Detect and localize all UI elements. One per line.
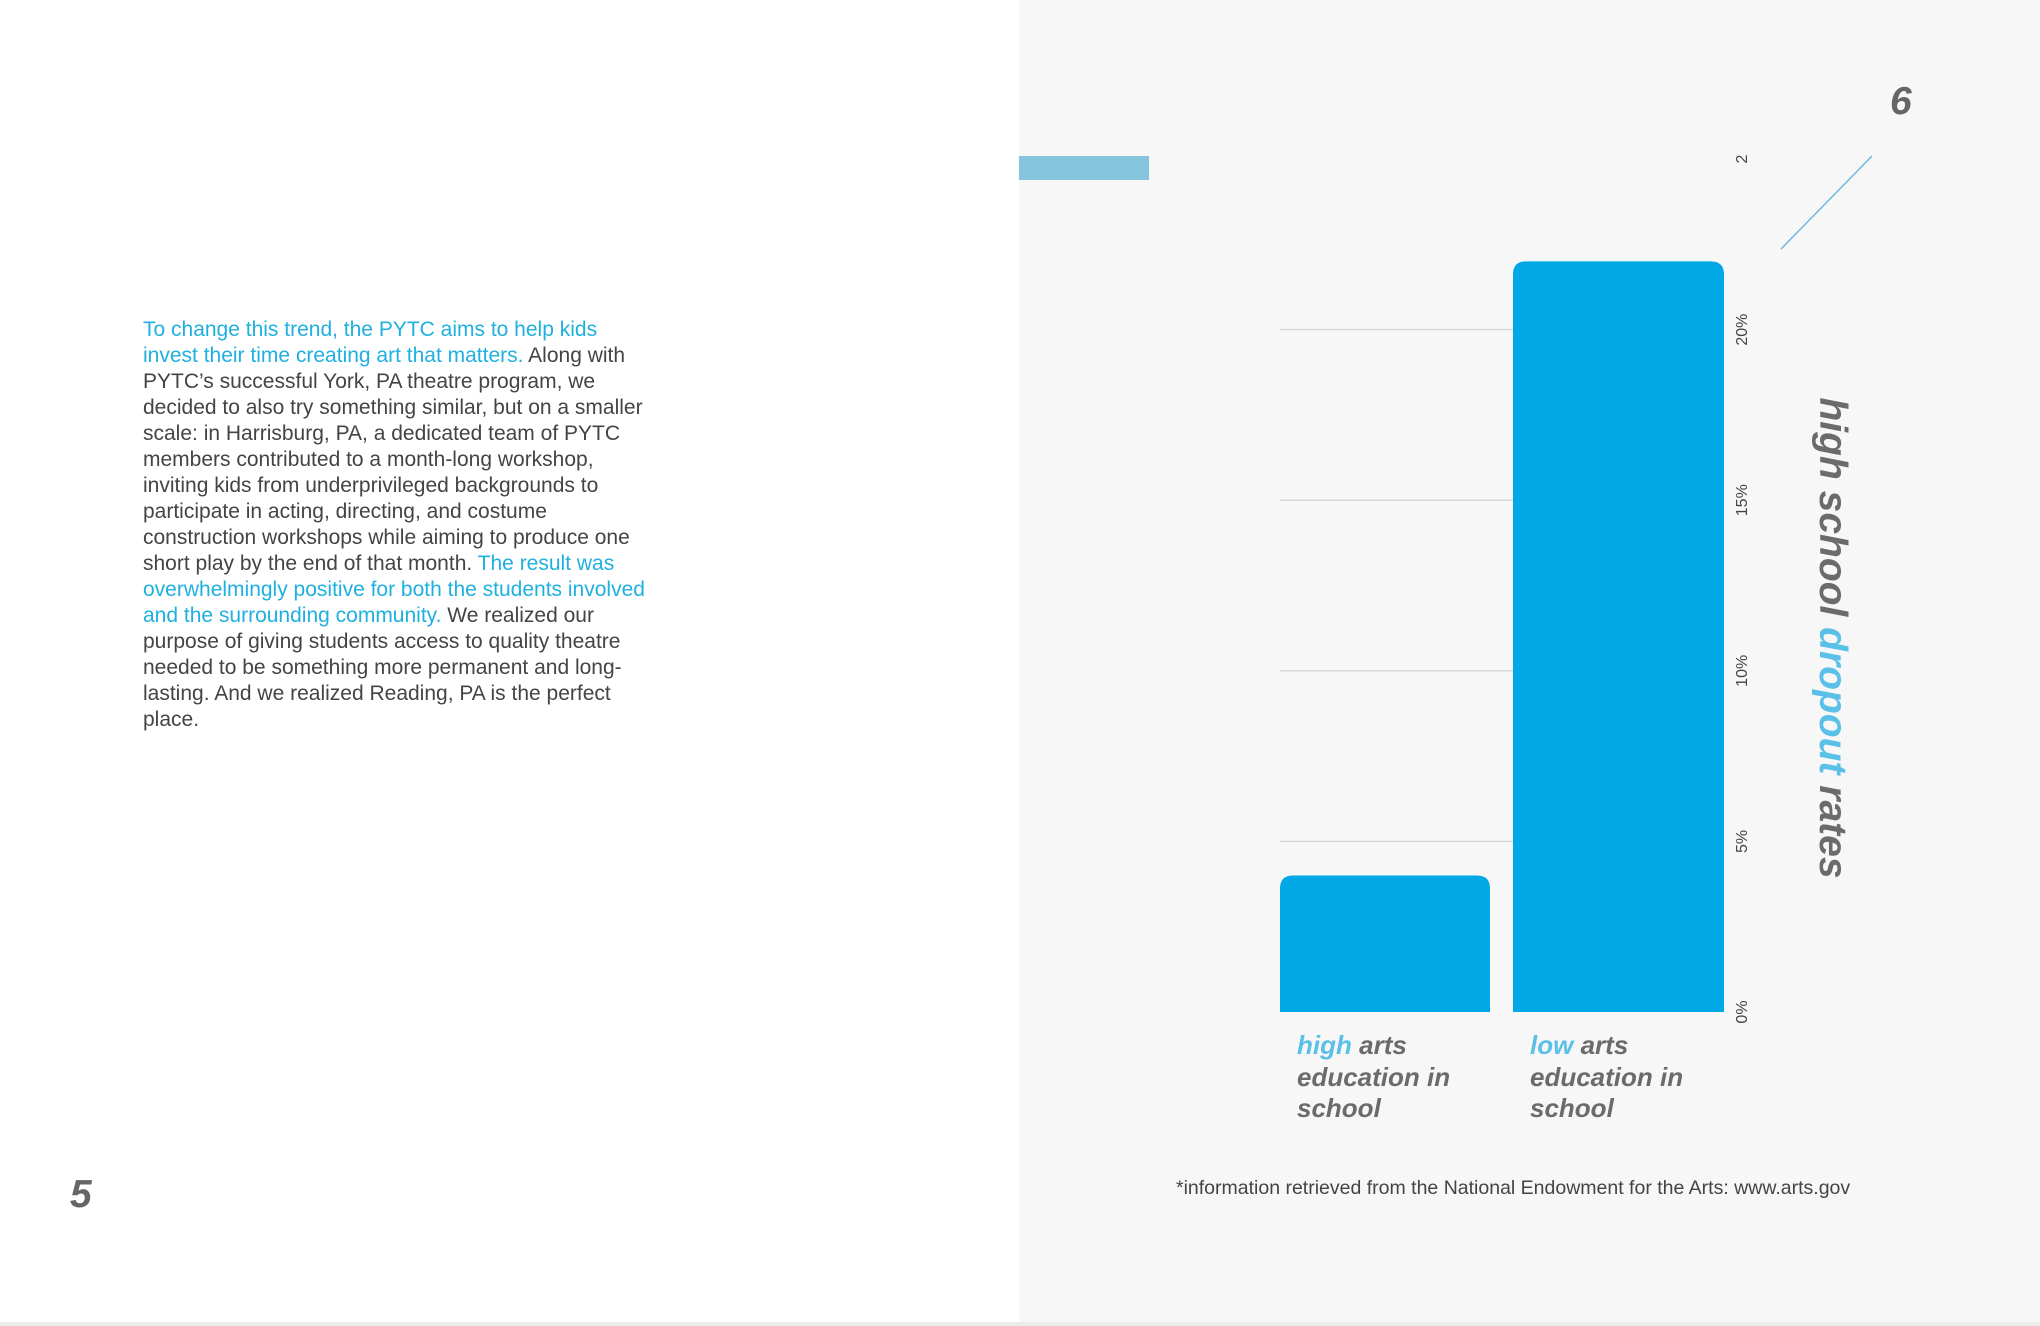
body-paragraph: To change this trend, the PYTC aims to h… bbox=[143, 317, 653, 733]
y-tick-label: 0% bbox=[1734, 1000, 1751, 1023]
y-tick-label: 10% bbox=[1734, 655, 1751, 687]
text-run: The result was overwhelmingly positive f… bbox=[143, 552, 645, 627]
decor-bar bbox=[1019, 156, 1149, 180]
decor-line bbox=[1780, 155, 1873, 250]
page-number: 6 bbox=[1890, 80, 1912, 123]
x-tick-label: high arts education in school bbox=[1297, 1030, 1497, 1125]
y-tick-label: 2 bbox=[1734, 154, 1751, 163]
bar bbox=[1513, 261, 1724, 1012]
label-highlight: high bbox=[1297, 1030, 1352, 1060]
title-text: rates bbox=[1811, 785, 1854, 878]
label-text: arts education in school bbox=[1297, 1030, 1451, 1123]
page-number: 5 bbox=[70, 1173, 92, 1216]
page-edge bbox=[0, 1322, 2040, 1326]
y-tick-label: 20% bbox=[1734, 314, 1751, 346]
text-run: Along with PYTC’s successful York, PA th… bbox=[143, 344, 643, 575]
label-text: arts education in school bbox=[1530, 1030, 1684, 1123]
label-highlight: low bbox=[1530, 1030, 1574, 1060]
chart-title: high school dropout rates bbox=[1811, 397, 1854, 878]
title-highlight: dropout bbox=[1811, 627, 1854, 776]
bar bbox=[1280, 875, 1490, 1012]
text-run: We realized our purpose of giving studen… bbox=[143, 604, 622, 731]
text-run: To change this trend, the PYTC aims to h… bbox=[143, 318, 598, 367]
title-text: high school bbox=[1811, 397, 1854, 617]
footnote: *information retrieved from the National… bbox=[1176, 1177, 1851, 1199]
y-tick-label: 15% bbox=[1734, 484, 1751, 516]
y-tick-label: 5% bbox=[1734, 830, 1751, 853]
x-tick-label: low arts education in school bbox=[1530, 1030, 1730, 1125]
